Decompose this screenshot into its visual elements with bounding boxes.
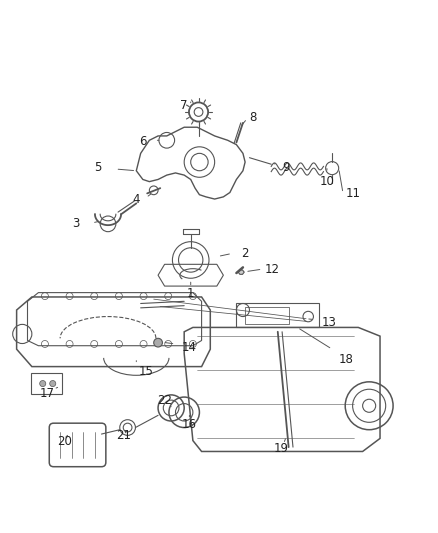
Text: 9: 9 — [283, 161, 290, 174]
Text: 12: 12 — [265, 263, 279, 276]
Text: 17: 17 — [39, 387, 55, 400]
Text: 22: 22 — [157, 394, 172, 407]
Text: 8: 8 — [249, 111, 257, 124]
Polygon shape — [238, 270, 244, 274]
Text: 18: 18 — [339, 353, 353, 366]
Text: 16: 16 — [182, 417, 197, 431]
Circle shape — [40, 381, 46, 386]
Text: 14: 14 — [182, 341, 197, 353]
Text: 13: 13 — [321, 316, 336, 329]
Text: 15: 15 — [138, 365, 153, 378]
Text: 2: 2 — [241, 247, 249, 260]
Text: 21: 21 — [117, 429, 132, 442]
Text: 5: 5 — [94, 161, 102, 174]
Circle shape — [154, 338, 162, 347]
Text: 3: 3 — [73, 217, 80, 230]
Text: 11: 11 — [346, 187, 360, 200]
Text: 6: 6 — [139, 135, 147, 148]
Bar — [245, 308, 289, 324]
Text: 10: 10 — [319, 175, 334, 188]
Text: 1: 1 — [187, 287, 194, 300]
Circle shape — [49, 381, 56, 386]
Text: 20: 20 — [57, 435, 72, 448]
Text: 19: 19 — [273, 442, 288, 455]
Text: 4: 4 — [133, 192, 140, 206]
Text: 7: 7 — [180, 99, 187, 112]
